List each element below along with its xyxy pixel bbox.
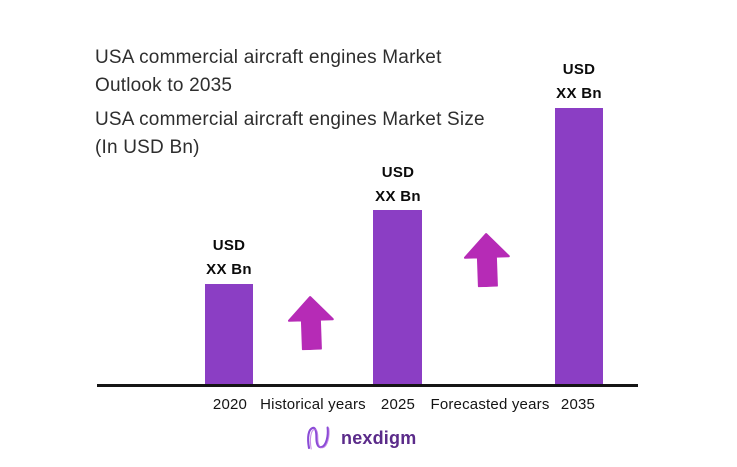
bar-value-label-2025: USD XX Bn xyxy=(348,161,448,209)
bar-value-2035-amount: XX Bn xyxy=(556,85,602,102)
bar-value-2020-amount: XX Bn xyxy=(206,261,252,278)
chart-header: USA commercial aircraft engines Market O… xyxy=(95,44,575,162)
bar-value-2020-currency: USD xyxy=(212,237,246,254)
x-axis-annotation-forecasted-years: Forecasted years xyxy=(430,396,550,413)
bar-value-label-2020: USD XX Bn xyxy=(179,234,279,282)
bar-value-2025-amount: XX Bn xyxy=(375,188,421,205)
nexdigm-logo-text: nexdigm xyxy=(341,427,417,448)
growth-up-arrow-icon xyxy=(287,296,334,351)
chart-subtitle-line-2: (In USD Bn) xyxy=(95,137,200,158)
nexdigm-logo-icon xyxy=(307,426,330,450)
growth-up-arrow-icon xyxy=(463,233,510,288)
bar-value-label-2035: USD XX Bn xyxy=(529,58,629,106)
bar-2020 xyxy=(205,284,253,384)
chart-title-line-1: USA commercial aircraft engines Market xyxy=(95,47,442,68)
x-axis-label-2020: 2020 xyxy=(212,396,248,413)
nexdigm-logo: nexdigm xyxy=(303,422,416,454)
bar-2025 xyxy=(373,210,422,384)
x-axis-line xyxy=(97,384,638,387)
chart-subtitle-line-1: USA commercial aircraft engines Market S… xyxy=(95,109,485,130)
chart-title-line-2: Outlook to 2035 xyxy=(95,75,233,96)
bar-value-2025-currency: USD xyxy=(381,164,415,181)
x-axis-annotation-historical-years: Historical years xyxy=(260,396,366,413)
bar-2035 xyxy=(555,108,603,384)
x-axis-label-2025: 2025 xyxy=(380,396,416,413)
bar-value-2035-currency: USD xyxy=(562,61,596,78)
x-axis-label-2035: 2035 xyxy=(560,396,596,413)
